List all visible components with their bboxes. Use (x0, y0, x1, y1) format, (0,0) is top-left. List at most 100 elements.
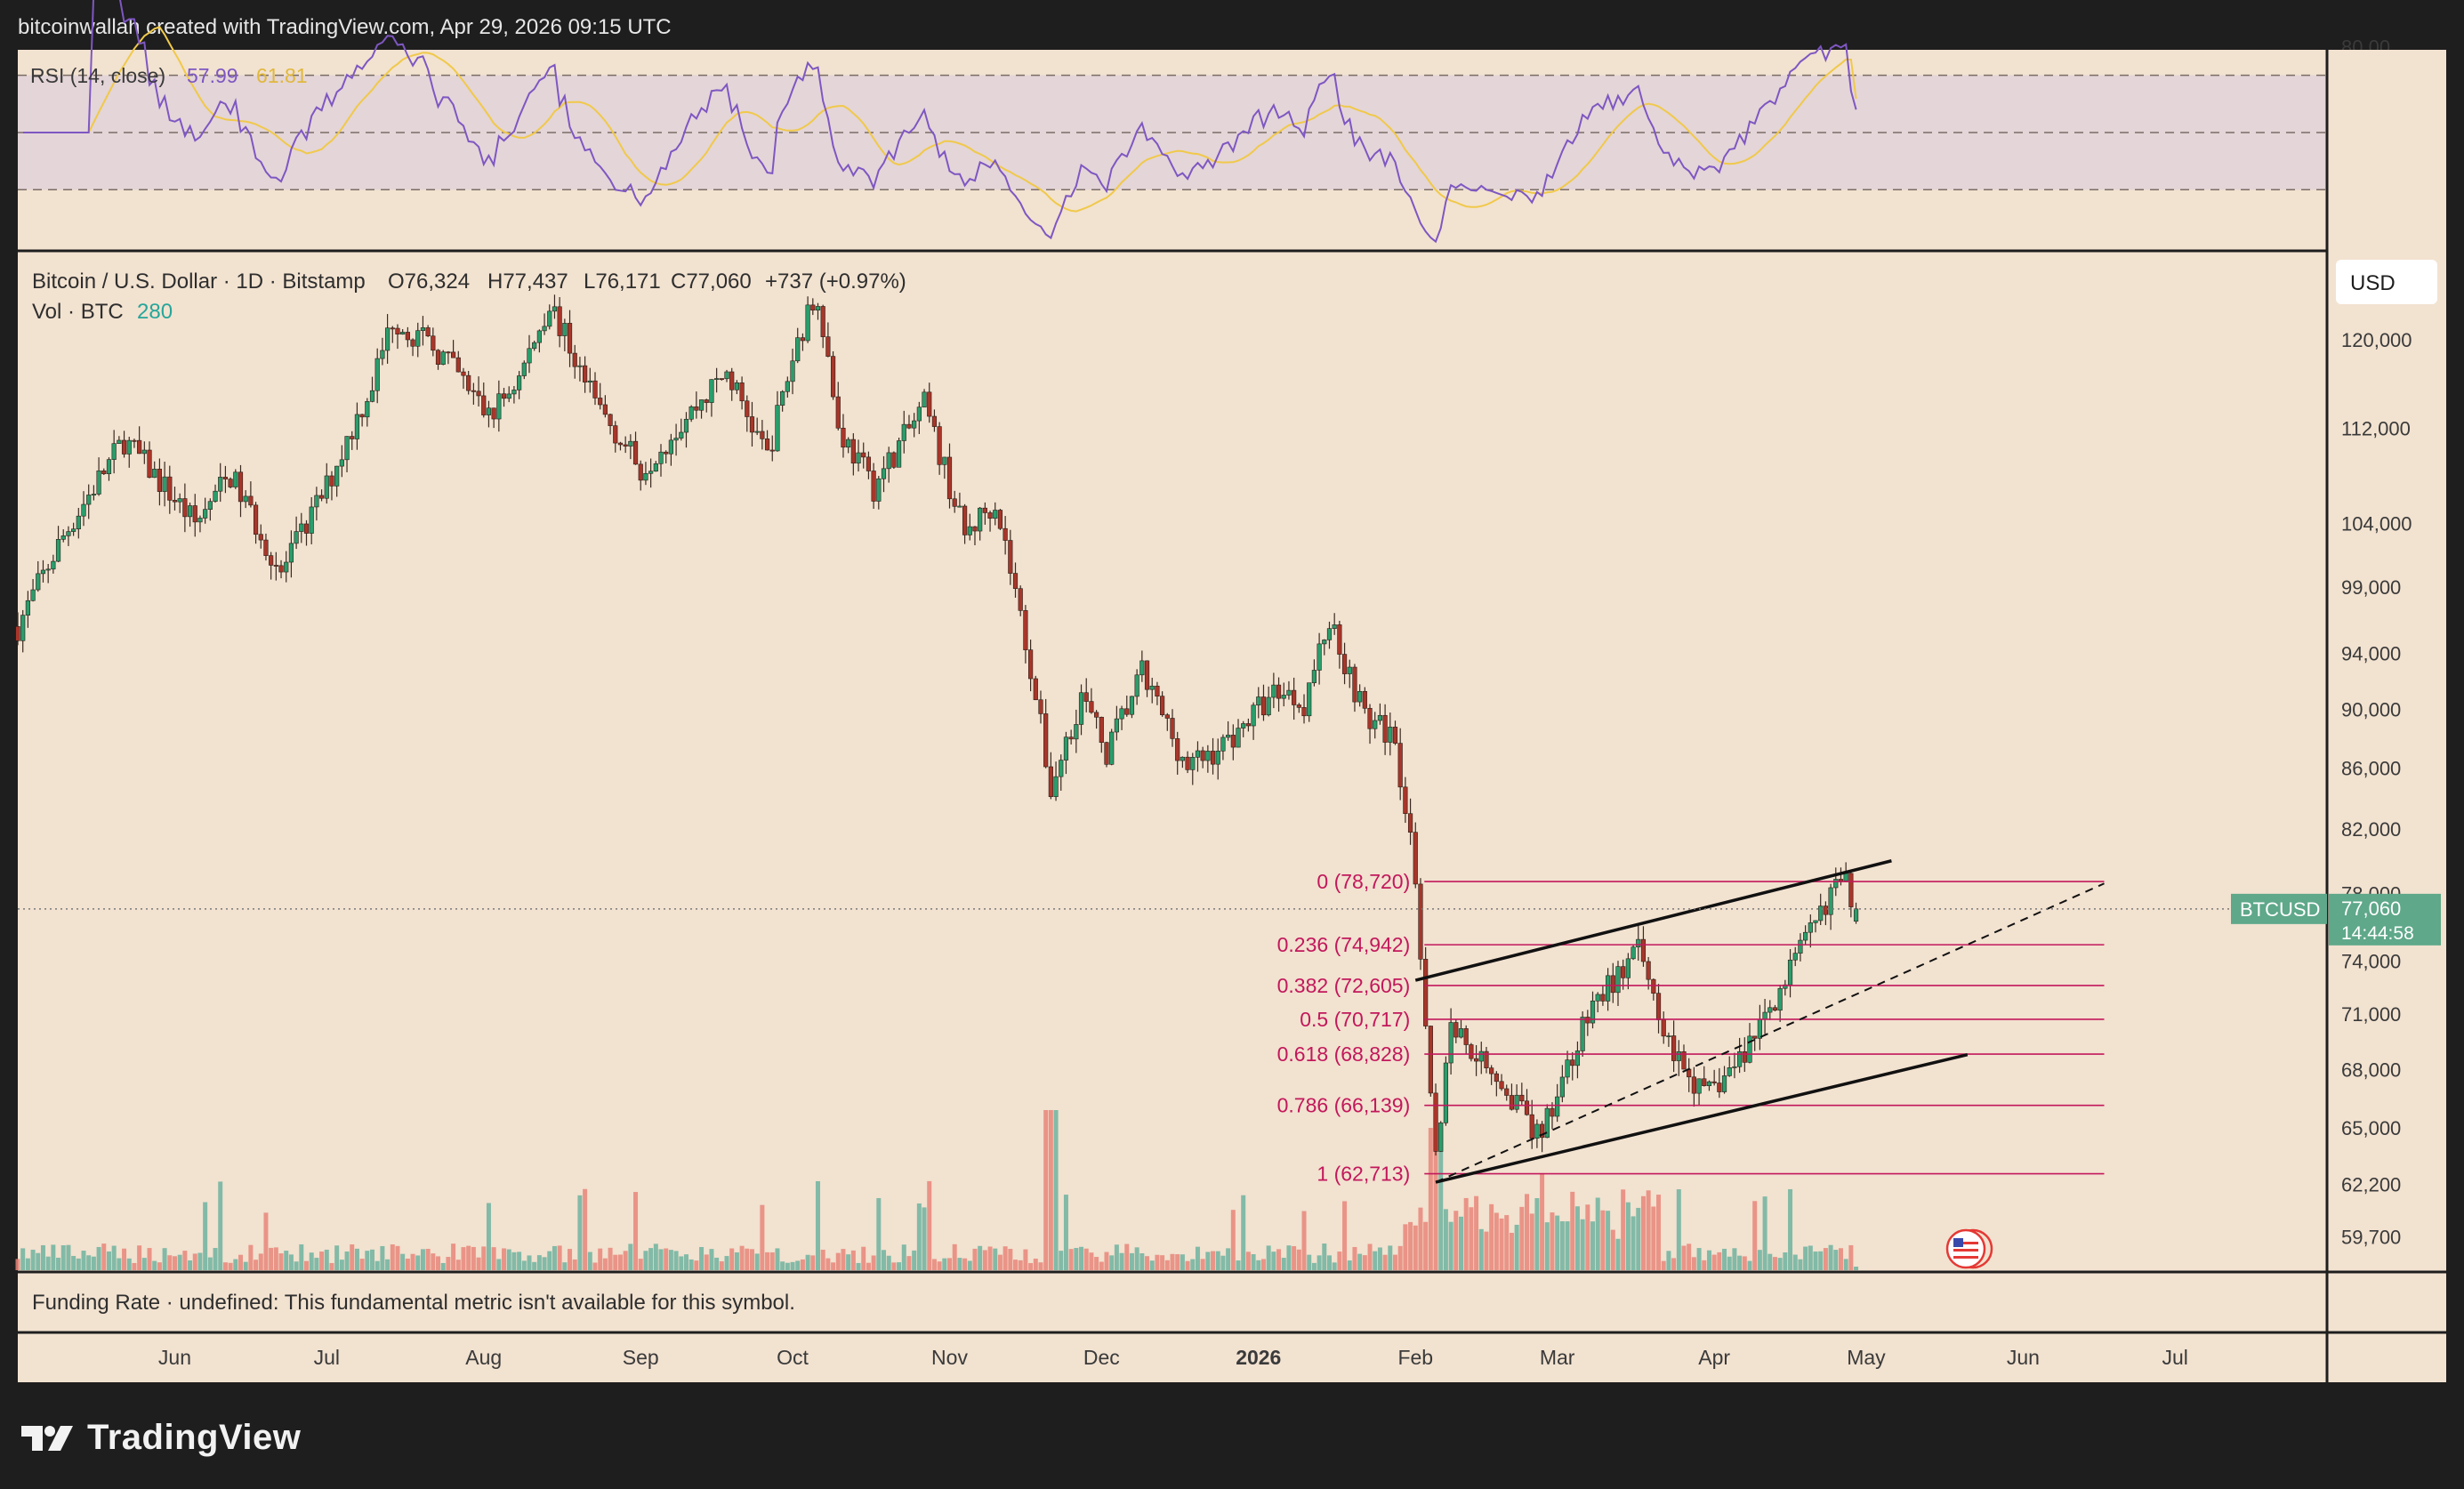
volume-bar (385, 1259, 391, 1270)
price-axis[interactable]: 120,000 112,000 104,000 99,000 94,000 90,000 8… (2341, 329, 2412, 1249)
candle (177, 493, 182, 513)
price-tick-label: 104,000 (2341, 513, 2412, 535)
candle (329, 471, 334, 501)
volume-bar (1615, 1238, 1621, 1270)
volume-bar (243, 1261, 248, 1270)
candle (1200, 746, 1205, 769)
volume-bar (1514, 1224, 1519, 1270)
candle (1271, 672, 1276, 709)
volume-value: 280 (137, 300, 173, 324)
volume-bar (506, 1249, 511, 1270)
volume-bar (1717, 1252, 1722, 1270)
volume-bar (1326, 1255, 1332, 1270)
candle (1337, 620, 1342, 669)
volume-bar (729, 1248, 735, 1270)
volume-bar (1737, 1255, 1743, 1270)
candle (1190, 753, 1196, 785)
candle (1574, 1041, 1581, 1079)
candle (1043, 698, 1049, 769)
candle (1094, 710, 1099, 729)
candle (886, 447, 891, 483)
rsi-pane[interactable]: RSI (14, close) 57.99 61.81 80.0060.0040… (18, 0, 2390, 244)
fib-level-label: 0.618 (68,828) (1277, 1042, 1411, 1066)
volume-bar (284, 1251, 289, 1270)
volume-bar (1854, 1267, 1859, 1270)
volume-bar (648, 1248, 654, 1270)
candle (1241, 720, 1246, 737)
candle (1053, 761, 1059, 801)
symbol-title: Bitcoin / U.S. Dollar · 1D · Bitstamp (32, 270, 366, 294)
volume-bar (1256, 1260, 1261, 1270)
candle (1012, 562, 1019, 598)
volume-bar (937, 1261, 942, 1270)
volume-bar (699, 1246, 705, 1270)
candle (1008, 529, 1013, 585)
volume-bar (1028, 1262, 1034, 1270)
candle (1317, 632, 1322, 685)
candle (481, 382, 487, 418)
volume-bar (1089, 1252, 1094, 1270)
time-axis[interactable]: Jun Jul Aug Sep Oct Nov Dec 2026 Feb Mar Apr May Jun… (158, 1346, 2188, 1369)
volume-bar (810, 1255, 816, 1270)
candle (435, 349, 441, 370)
volume-bar (374, 1260, 380, 1270)
price-pane[interactable]: 0 (78,720) 0.236 (74,942) 0.382 (72,605) 0.… (15, 270, 2328, 1270)
trend-channel[interactable] (1414, 859, 2105, 1184)
candle (1266, 686, 1271, 717)
candle (1018, 585, 1023, 616)
candle (1676, 1040, 1681, 1076)
volume-bar (1074, 1248, 1079, 1270)
volume-bar (978, 1245, 983, 1270)
candle (1301, 694, 1307, 724)
volume-bar (1676, 1189, 1681, 1270)
candle (40, 559, 46, 583)
volume-bar (288, 1254, 294, 1270)
volume-bar (714, 1257, 720, 1270)
volume-bar (188, 1260, 193, 1270)
volume-bar (177, 1254, 182, 1270)
price-tick-label: 65,000 (2341, 1117, 2401, 1139)
ohlc-open: O76,324 (388, 270, 470, 294)
candle (805, 296, 810, 343)
candle (314, 487, 319, 521)
volume-bar (496, 1259, 502, 1270)
candle (1646, 956, 1651, 990)
time-tick-label: Jun (158, 1346, 191, 1369)
fibonacci-retracement[interactable]: 0 (78,720) 0.236 (74,942) 0.382 (72,605) 0.… (1277, 870, 2105, 1186)
candle (187, 503, 193, 527)
volume-bar (749, 1249, 754, 1270)
candle (724, 369, 729, 382)
candle (850, 433, 856, 476)
candle (1473, 1044, 1479, 1076)
price-tick-label: 82,000 (2341, 818, 2401, 841)
volume-bar (1459, 1216, 1463, 1270)
volume-bar (577, 1195, 583, 1270)
currency-button[interactable]: USD (2336, 260, 2437, 304)
volume-bar (309, 1252, 314, 1270)
candle (263, 533, 269, 561)
candle (1438, 1121, 1444, 1153)
events-icon[interactable] (1945, 1228, 1993, 1269)
volume-bar (608, 1247, 613, 1270)
candle (1063, 731, 1069, 775)
candle (1074, 709, 1079, 753)
channel-trendline[interactable] (1435, 1052, 1969, 1184)
volume-bar (334, 1245, 340, 1270)
candle (273, 551, 278, 581)
volume-bar (1443, 1209, 1448, 1270)
volume-bar (790, 1261, 795, 1270)
tradingview-logo[interactable]: TradingView (21, 1418, 301, 1458)
chart-canvas[interactable]: RSI (14, close) 57.99 61.81 80.0060.0040… (0, 0, 2464, 1382)
candle (1706, 1080, 1712, 1091)
candle (1458, 1019, 1464, 1039)
candle (253, 502, 259, 544)
volume-bar (997, 1254, 1003, 1270)
volume-bar (425, 1249, 431, 1270)
candle (111, 430, 117, 474)
volume-bar (1211, 1251, 1216, 1270)
volume-bar (1661, 1260, 1666, 1270)
volume-bar (126, 1258, 132, 1270)
channel-trendline[interactable] (1414, 859, 1892, 982)
volume-bar (1574, 1206, 1580, 1270)
candle (384, 314, 391, 364)
